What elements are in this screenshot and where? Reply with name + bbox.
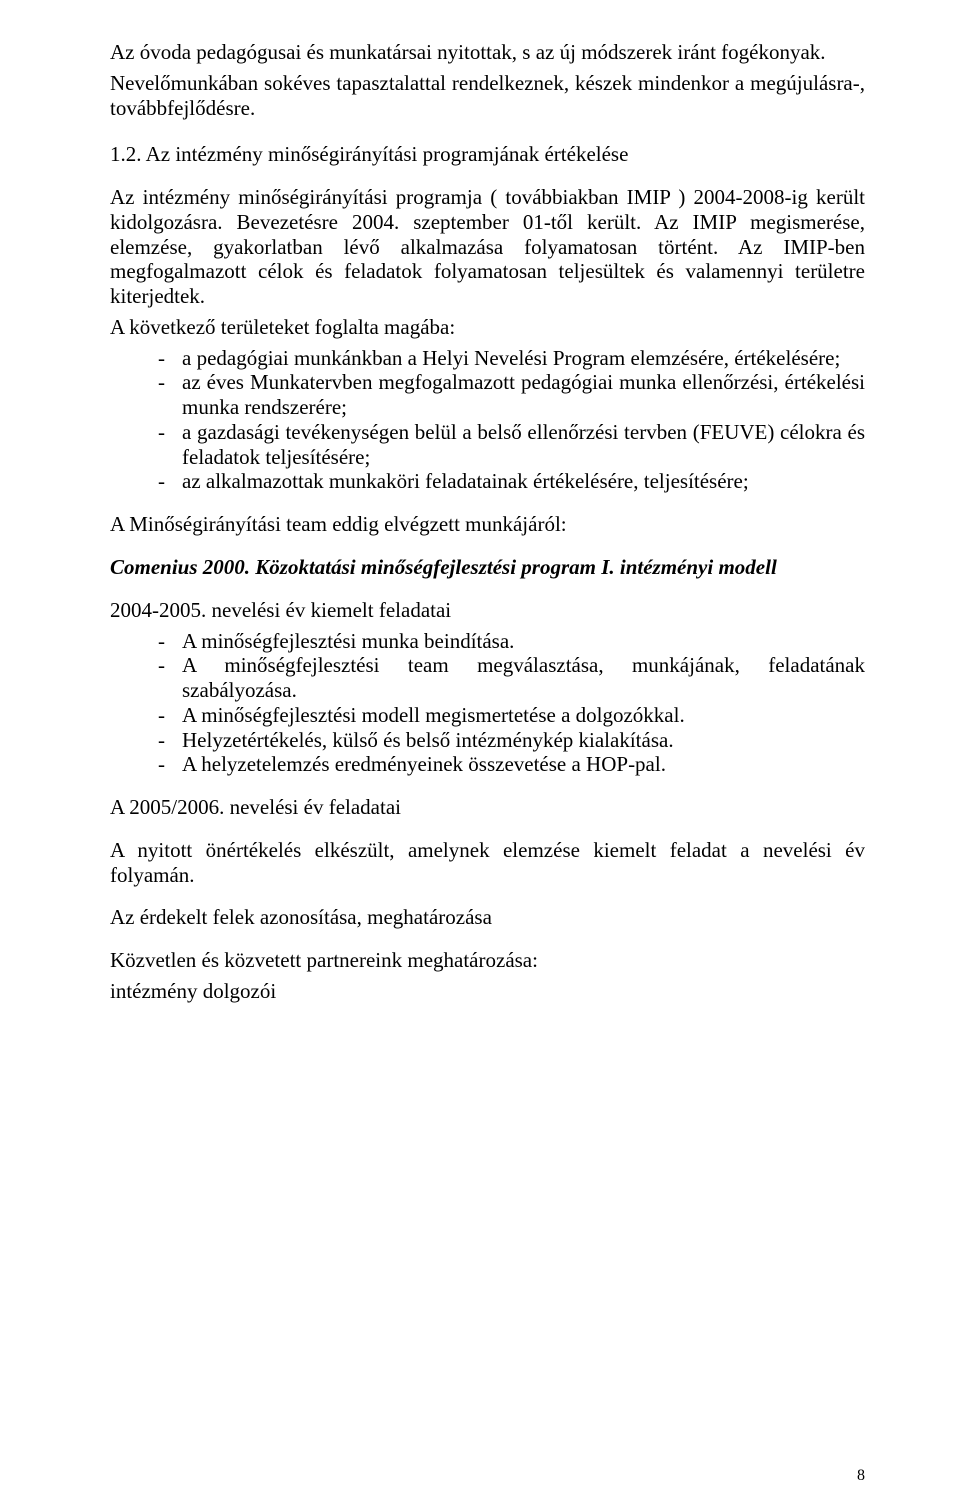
paragraph: 2004-2005. nevelési év kiemelt feladatai	[110, 598, 865, 623]
subheading: Comenius 2000. Közoktatási minőségfejles…	[110, 555, 865, 580]
bullet-list: a pedagógiai munkánkban a Helyi Nevelési…	[110, 346, 865, 495]
page-number: 8	[857, 1467, 865, 1485]
list-item: A minőségfejlesztési team megválasztása,…	[182, 653, 865, 703]
paragraph: A következő területeket foglalta magába:	[110, 315, 865, 340]
list-item: az éves Munkatervben megfogalmazott peda…	[182, 370, 865, 420]
paragraph: A nyitott önértékelés elkészült, amelyne…	[110, 838, 865, 888]
list-item: A minőségfejlesztési munka beindítása.	[182, 629, 865, 654]
paragraph: A 2005/2006. nevelési év feladatai	[110, 795, 865, 820]
paragraph: Közvetlen és közvetett partnereink megha…	[110, 948, 865, 973]
list-item: A helyzetelemzés eredményeinek összeveté…	[182, 752, 865, 777]
list-item: a pedagógiai munkánkban a Helyi Nevelési…	[182, 346, 865, 371]
list-item: az alkalmazottak munkaköri feladatainak …	[182, 469, 865, 494]
paragraph: A Minőségirányítási team eddig elvégzett…	[110, 512, 865, 537]
paragraph: Az érdekelt felek azonosítása, meghatáro…	[110, 905, 865, 930]
paragraph: Nevelőmunkában sokéves tapasztalattal re…	[110, 71, 865, 121]
paragraph: intézmény dolgozói	[110, 979, 865, 1004]
list-item: Helyzetértékelés, külső és belső intézmé…	[182, 728, 865, 753]
paragraph: Az óvoda pedagógusai és munkatársai nyit…	[110, 40, 865, 65]
paragraph: Az intézmény minőségirányítási programja…	[110, 185, 865, 309]
section-heading: 1.2. Az intézmény minőségirányítási prog…	[110, 142, 865, 167]
document-page: Az óvoda pedagógusai és munkatársai nyit…	[0, 0, 960, 1505]
list-item: A minőségfejlesztési modell megismerteté…	[182, 703, 865, 728]
list-item: a gazdasági tevékenységen belül a belső …	[182, 420, 865, 470]
bullet-list: A minőségfejlesztési munka beindítása. A…	[110, 629, 865, 778]
